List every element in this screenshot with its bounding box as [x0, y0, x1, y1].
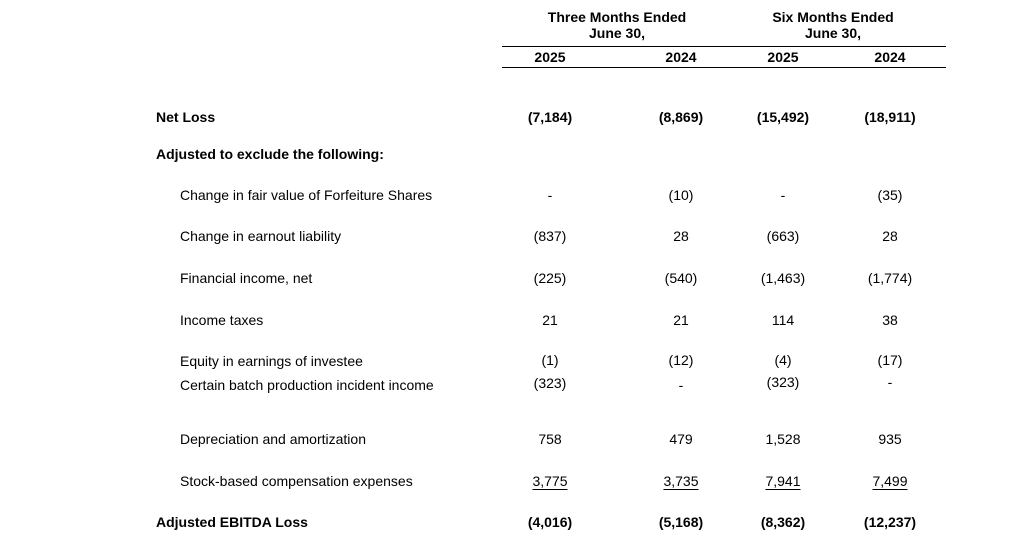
earnout-6m-2024: 28	[882, 228, 898, 244]
income-taxes-q2-2024: 21	[673, 312, 689, 328]
header-six-months-line2: June 30,	[804, 25, 862, 41]
income-taxes-6m-2025: 114	[771, 312, 795, 328]
row-label-earnout-liability: Change in earnout liability	[180, 228, 342, 244]
stock-comp-6m-2024-value: 7,499	[872, 473, 908, 489]
earnout-q2-2024: 28	[673, 228, 689, 244]
row-label-equity-earnings: Equity in earnings of investee	[180, 353, 363, 369]
equity-earnings-q2-2025: (1)	[541, 352, 559, 368]
financial-income-q2-2025: (225)	[533, 270, 567, 286]
row-label-financial-income: Financial income, net	[180, 270, 313, 286]
financial-income-q2-2024: (540)	[664, 270, 698, 286]
stock-comp-q2-2025: 3,775	[505, 472, 595, 490]
stock-comp-q2-2025-value: 3,775	[532, 473, 568, 489]
stock-comp-q2-2024-value: 3,735	[663, 473, 699, 489]
net-loss-q2-2025: (7,184)	[527, 109, 573, 125]
forfeiture-6m-2024: (35)	[877, 187, 903, 203]
row-label-batch-incident: Certain batch production incident income	[180, 377, 434, 393]
row-label-stock-compensation: Stock-based compensation expenses	[180, 473, 413, 489]
earnout-6m-2025: (663)	[766, 228, 800, 244]
header-six-months-line1: Six Months Ended	[772, 9, 894, 25]
stock-comp-6m-2025: 7,941	[738, 472, 828, 490]
forfeiture-6m-2025: -	[780, 187, 786, 203]
net-loss-q2-2024: (8,869)	[658, 109, 704, 125]
year-header-2: 2024	[665, 49, 697, 65]
depreciation-6m-2024: 935	[878, 431, 902, 447]
header-three-months-line2: June 30,	[588, 25, 646, 41]
financial-income-6m-2024: (1,774)	[867, 270, 913, 286]
stock-comp-6m-2025-value: 7,941	[765, 473, 801, 489]
adjusted-ebitda-6m-2025: (8,362)	[760, 514, 806, 530]
header-three-months: Three Months Ended June 30,	[502, 9, 732, 41]
batch-incident-6m-2025: (323)	[766, 374, 800, 390]
net-loss-6m-2025: (15,492)	[756, 109, 810, 125]
adjusted-ebitda-6m-2024: (12,237)	[863, 514, 917, 530]
income-taxes-q2-2025: 21	[542, 312, 558, 328]
earnout-q2-2025: (837)	[533, 228, 567, 244]
year-header-1: 2025	[534, 49, 566, 65]
row-label-adjustments-heading: Adjusted to exclude the following:	[156, 146, 384, 162]
financial-income-6m-2025: (1,463)	[760, 270, 806, 286]
header-rule-bottom	[502, 67, 946, 68]
header-rule-top	[502, 46, 946, 47]
row-label-adjusted-ebitda: Adjusted EBITDA Loss	[156, 514, 308, 530]
depreciation-q2-2025: 758	[538, 431, 562, 447]
adjusted-ebitda-q2-2025: (4,016)	[527, 514, 573, 530]
adjusted-ebitda-q2-2024: (5,168)	[658, 514, 704, 530]
equity-earnings-q2-2024: (12)	[668, 352, 694, 368]
forfeiture-q2-2024: (10)	[668, 187, 694, 203]
stock-comp-q2-2024: 3,735	[636, 472, 726, 490]
net-loss-6m-2024: (18,911)	[864, 109, 916, 125]
row-label-depreciation: Depreciation and amortization	[180, 431, 366, 447]
forfeiture-q2-2025: -	[547, 187, 553, 203]
batch-incident-q2-2025: (323)	[533, 375, 567, 391]
equity-earnings-6m-2025: (4)	[774, 352, 792, 368]
depreciation-6m-2025: 1,528	[765, 431, 801, 447]
row-label-forfeiture-shares: Change in fair value of Forfeiture Share…	[180, 187, 433, 203]
header-three-months-line1: Three Months Ended	[547, 9, 687, 25]
header-six-months: Six Months Ended June 30,	[738, 9, 928, 41]
year-header-4: 2024	[874, 49, 906, 65]
year-header-3: 2025	[767, 49, 799, 65]
row-label-net-loss: Net Loss	[156, 109, 216, 125]
batch-incident-q2-2024: -	[678, 377, 684, 393]
row-label-income-taxes: Income taxes	[180, 312, 264, 328]
batch-incident-6m-2024: -	[887, 374, 893, 390]
stock-comp-6m-2024: 7,499	[845, 472, 935, 490]
depreciation-q2-2024: 479	[669, 431, 693, 447]
equity-earnings-6m-2024: (17)	[877, 352, 903, 368]
income-taxes-6m-2024: 38	[882, 312, 898, 328]
